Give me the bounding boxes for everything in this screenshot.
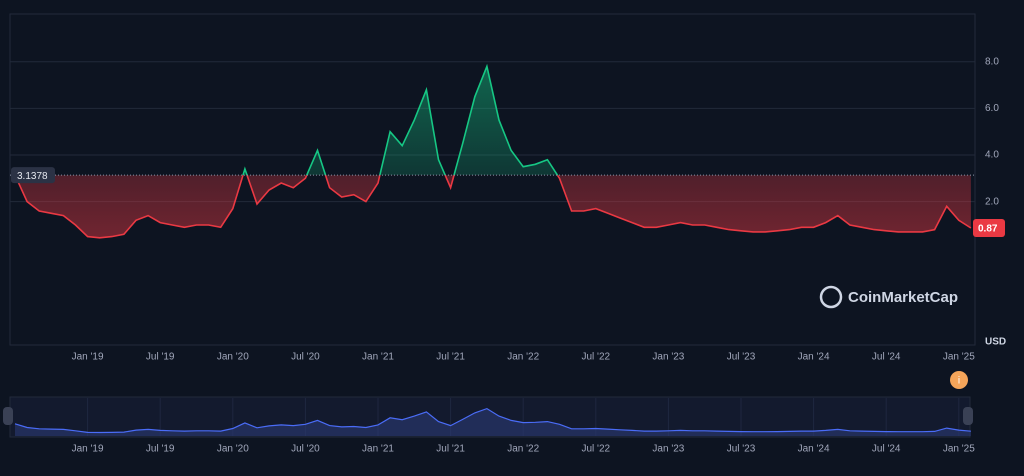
baseline-label: 3.1378 — [17, 171, 48, 182]
x-tick-label: Jan '19 — [72, 352, 104, 363]
current-price-label: 0.87 — [978, 224, 998, 235]
x-tick-label: Jul '24 — [872, 352, 901, 363]
baseline-label-bg — [11, 167, 55, 184]
x-tick-label: Jan '23 — [652, 352, 684, 363]
navigator-tick-label: Jan '23 — [652, 444, 684, 455]
price-line-below — [14, 175, 972, 239]
navigator-tick-label: Jan '21 — [362, 444, 394, 455]
navigator-tick-label: Jan '20 — [217, 444, 249, 455]
navigator-area — [15, 408, 971, 436]
area-below — [15, 175, 971, 238]
price-line-above — [14, 63, 559, 176]
navigator-tick-label: Jan '25 — [943, 444, 975, 455]
x-tick-label: Jul '21 — [436, 352, 465, 363]
navigator-tick-label: Jan '19 — [72, 444, 104, 455]
navigator-line — [14, 407, 971, 434]
x-tick-label: Jul '20 — [291, 352, 320, 363]
navigator-tick-label: Jan '24 — [798, 444, 830, 455]
y-tick-label: 8.0 — [985, 56, 999, 67]
x-tick-label: Jan '24 — [798, 352, 830, 363]
plot-frame — [9, 13, 976, 346]
y-tick-label: 6.0 — [985, 103, 999, 114]
x-tick-label: Jan '21 — [362, 352, 394, 363]
watermark-text: CoinMarketCap — [848, 289, 958, 306]
x-tick-label: Jan '20 — [217, 352, 249, 363]
navigator-tick-label: Jul '20 — [291, 444, 320, 455]
navigator-tick-label: Jul '21 — [436, 444, 465, 455]
navigator-tick-label: Jul '23 — [727, 444, 756, 455]
x-tick-label: Jan '22 — [507, 352, 539, 363]
navigator-tick-label: Jul '24 — [872, 444, 901, 455]
navigator-handle[interactable] — [963, 407, 973, 425]
x-tick-label: Jan '25 — [943, 352, 975, 363]
info-badge[interactable] — [950, 371, 968, 389]
navigator-tick-label: Jul '19 — [146, 444, 175, 455]
y-tick-label: 2.0 — [985, 196, 999, 207]
currency-label: USD — [985, 337, 1006, 348]
info-icon: i — [958, 376, 960, 387]
x-tick-label: Jul '22 — [582, 352, 611, 363]
navigator-tick-label: Jan '22 — [507, 444, 539, 455]
watermark: CoinMarketCap — [819, 285, 958, 309]
navigator-tick-label: Jul '22 — [582, 444, 611, 455]
area-above — [15, 66, 971, 176]
x-tick-label: Jul '19 — [146, 352, 175, 363]
x-tick-label: Jul '23 — [727, 352, 756, 363]
navigator-handle[interactable] — [3, 407, 13, 425]
y-tick-label: 4.0 — [985, 150, 999, 161]
current-price-bg — [973, 218, 1005, 237]
